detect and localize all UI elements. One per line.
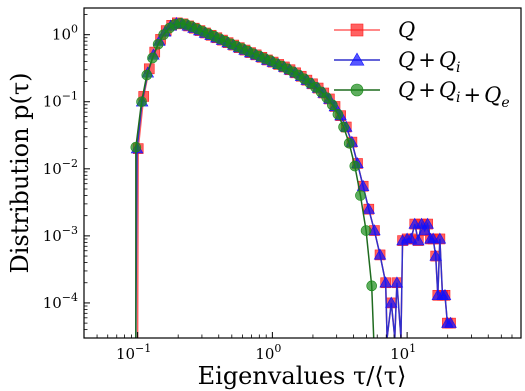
data-point (332, 108, 344, 120)
plot-marks (130, 16, 457, 339)
data-point (366, 280, 377, 292)
legend-marker (350, 83, 364, 97)
y-tick-label: 100 (52, 23, 78, 44)
data-point (444, 316, 457, 328)
legend-label: Q + Qi + Qe (398, 78, 510, 111)
y-tick-label: 10−4 (43, 291, 78, 312)
data-point (136, 96, 147, 108)
axis-ticks: 10−1 100 101 100 10−1 10−2 10−3 10−4 (43, 14, 513, 363)
data-point (373, 248, 387, 260)
data-point (360, 225, 372, 236)
data-point (438, 288, 452, 300)
data-point (141, 69, 153, 81)
legend-label: Q + Qi (398, 48, 461, 76)
data-point (355, 190, 366, 201)
data-point (338, 121, 349, 133)
data-point (349, 160, 361, 172)
legend: Q Q + QiQ + Qi + Qe (334, 18, 510, 111)
x-tick-label: 101 (390, 342, 416, 363)
data-point (390, 276, 404, 288)
legend-entry: Q (334, 18, 415, 42)
x-tick-label: 100 (255, 342, 281, 363)
data-point (379, 276, 392, 288)
plot-frame (83, 7, 522, 339)
y-tick-label: 10−1 (43, 90, 78, 111)
data-point (321, 92, 332, 103)
data-point (362, 202, 376, 214)
data-point (147, 52, 158, 64)
data-point (421, 217, 434, 229)
data-point (152, 38, 164, 50)
x-tick-label: 10−1 (116, 342, 151, 363)
data-point (429, 249, 442, 261)
data-point (343, 138, 355, 149)
y-tick-label: 10−3 (43, 224, 78, 245)
data-point (130, 141, 142, 153)
data-point (433, 232, 447, 244)
data-point (327, 99, 338, 111)
x-axis-label: Eigenvalues τ/⟨τ⟩ (198, 362, 407, 390)
legend-marker (349, 52, 365, 66)
data-point (404, 232, 418, 244)
legend-marker (350, 23, 364, 37)
legend-entry: Q + Qi (334, 48, 461, 76)
data-point (356, 179, 370, 191)
data-point (412, 234, 425, 246)
y-tick-label: 10−2 (43, 157, 78, 178)
data-point (418, 224, 431, 236)
legend-entry: Q + Qi + Qe (334, 78, 510, 111)
series-3 (130, 17, 377, 339)
legend-label: Q (398, 18, 415, 42)
y-axis-label: Distribution p(τ) (6, 72, 34, 273)
data-point (368, 224, 381, 236)
data-point (385, 296, 398, 308)
